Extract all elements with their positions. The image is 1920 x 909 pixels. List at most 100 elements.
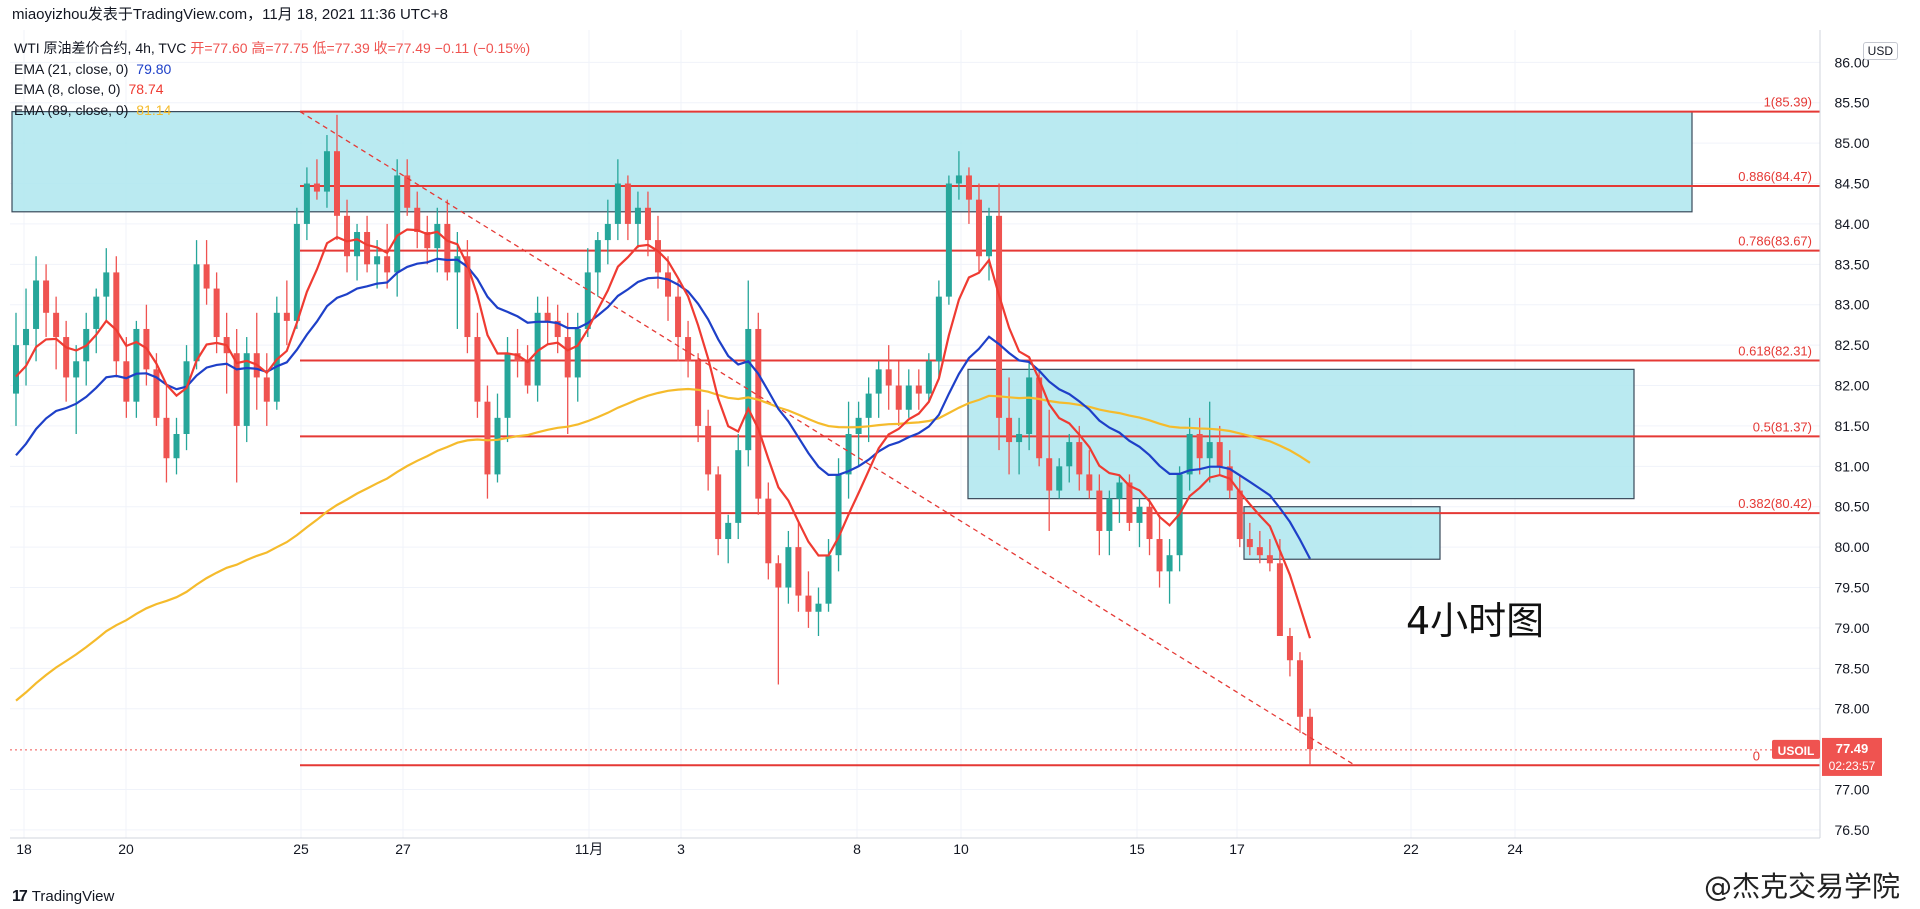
candles — [13, 114, 1313, 766]
candle — [986, 207, 993, 281]
candle-body — [133, 328, 140, 402]
candle-body — [1166, 555, 1173, 572]
ema8-value: 78.74 — [128, 81, 164, 97]
candle-body — [293, 223, 300, 321]
candle — [825, 539, 832, 612]
candle — [384, 223, 391, 289]
candle — [414, 191, 421, 249]
candle-body — [1196, 434, 1203, 459]
currency-button[interactable]: USD — [1862, 42, 1898, 60]
candle-body — [855, 417, 862, 434]
candle-body — [1156, 539, 1163, 572]
candle-body — [835, 474, 842, 556]
candle — [83, 312, 90, 386]
tradingview-logo[interactable]: 17 TradingView — [12, 884, 114, 909]
candle-body — [865, 393, 872, 418]
candle-body — [624, 183, 631, 224]
candle-body — [63, 337, 70, 378]
candle — [103, 248, 110, 321]
candle-body — [845, 434, 852, 475]
ema89-label: EMA (89, close, 0) — [14, 101, 129, 118]
candle-body — [1307, 716, 1313, 750]
candle — [504, 337, 511, 443]
candle-body — [825, 555, 832, 604]
supply-zone-top — [11, 111, 1693, 213]
time-tick-10: 22 — [1403, 841, 1419, 857]
candle-body — [875, 369, 882, 394]
candle-body — [654, 240, 661, 273]
legend-ema8-row[interactable]: EMA (8, close, 0) 78.74 — [14, 79, 530, 100]
candle-body — [1086, 474, 1093, 491]
time-tick-2: 25 — [293, 841, 309, 857]
candle — [614, 159, 621, 241]
candle — [915, 369, 922, 410]
price-tick-12: 80.00 — [1834, 539, 1869, 555]
price-tick-1: 85.50 — [1834, 95, 1869, 111]
price-tick-13: 79.50 — [1834, 580, 1869, 596]
candle-body — [1206, 442, 1213, 459]
legend-ema21-row[interactable]: EMA (21, close, 0) 79.80 — [14, 59, 530, 80]
candle-body — [604, 223, 611, 241]
time-tick-9: 17 — [1229, 841, 1245, 857]
candle-body — [153, 369, 160, 418]
candle — [1126, 474, 1133, 531]
price-tick-11: 80.50 — [1834, 499, 1869, 515]
candle — [1046, 409, 1053, 531]
legend-ema89-row[interactable]: EMA (89, close, 0) 81.14 — [14, 100, 530, 121]
candle — [273, 296, 280, 410]
candle-body — [1146, 506, 1153, 540]
candle — [23, 288, 30, 386]
candle — [1006, 377, 1013, 475]
candle-body — [243, 353, 250, 426]
fib-label-3: 0.618(82.31) — [1738, 343, 1812, 358]
candle — [895, 361, 902, 426]
candle-body — [564, 337, 571, 378]
candle — [534, 296, 541, 402]
candle — [765, 482, 772, 580]
candle — [925, 353, 932, 402]
candle — [1116, 474, 1123, 523]
candle-body — [574, 328, 581, 378]
candle-body — [1126, 482, 1133, 523]
candle — [945, 175, 952, 305]
candle-body — [1076, 442, 1083, 475]
candle — [1186, 417, 1193, 491]
candle — [975, 183, 982, 273]
candle-body — [1106, 498, 1113, 531]
candle — [494, 393, 501, 483]
candle-body — [905, 385, 912, 410]
candle — [855, 401, 862, 467]
candle — [815, 587, 822, 636]
candle — [1307, 708, 1313, 766]
price-tick-15: 78.50 — [1834, 660, 1869, 676]
candle — [835, 458, 842, 572]
candle-body — [1036, 377, 1043, 459]
candle-body — [344, 215, 351, 257]
candle-body — [1276, 563, 1283, 636]
candle — [965, 167, 972, 224]
price-tick-18: 76.50 — [1834, 822, 1869, 838]
candle-body — [354, 232, 361, 257]
candle — [1196, 417, 1203, 475]
symbol-tag: USOIL — [1778, 744, 1815, 758]
candle — [1156, 514, 1163, 588]
candle — [1146, 498, 1153, 556]
fib-label-2: 0.786(83.67) — [1738, 234, 1812, 249]
candle — [1036, 369, 1043, 467]
candle-body — [805, 595, 812, 612]
candle-body — [103, 272, 110, 297]
time-tick-8: 15 — [1129, 841, 1145, 857]
legend-symbol-row[interactable]: WTI 原油差价合约, 4h, TVC 开=77.60 高=77.75 低=77… — [14, 38, 530, 59]
candle — [1296, 652, 1303, 733]
candle — [996, 183, 1003, 451]
price-tick-2: 85.00 — [1834, 135, 1869, 151]
candle — [785, 530, 792, 604]
candle-body — [1066, 442, 1073, 467]
price-tick-16: 78.00 — [1834, 701, 1869, 717]
candle — [735, 434, 742, 540]
ohlc-values: 开=77.60 高=77.75 低=77.39 收=77.49 −0.11 (−… — [190, 40, 531, 56]
candle-body — [183, 361, 190, 434]
candle — [53, 296, 60, 370]
price-tick-10: 81.00 — [1834, 458, 1869, 474]
